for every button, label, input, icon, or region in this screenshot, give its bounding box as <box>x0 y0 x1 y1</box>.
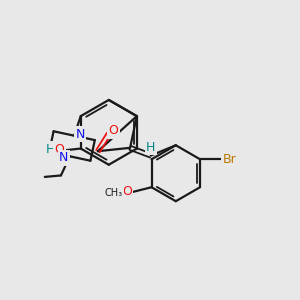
Text: H: H <box>46 143 55 156</box>
Text: CH₃: CH₃ <box>105 188 123 198</box>
Text: N: N <box>59 151 69 164</box>
Text: O: O <box>122 185 132 198</box>
Text: O: O <box>54 143 64 156</box>
Text: Br: Br <box>223 153 236 166</box>
Text: N: N <box>75 128 85 141</box>
Text: O: O <box>108 124 118 137</box>
Text: H: H <box>146 141 155 154</box>
